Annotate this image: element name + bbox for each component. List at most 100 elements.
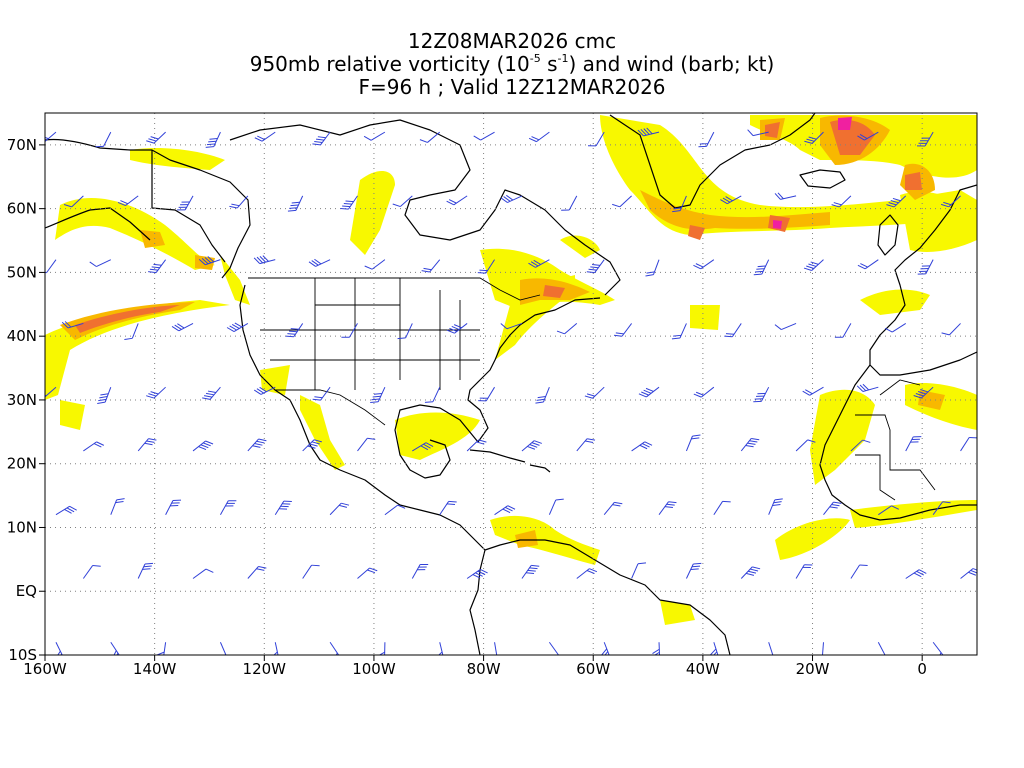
wind-barb <box>857 131 879 141</box>
wind-barb <box>804 131 824 144</box>
us-mexico-border <box>275 389 386 426</box>
lat-tick-label: 10S <box>8 646 37 664</box>
wind-barb <box>490 642 498 655</box>
wind-barb <box>932 641 944 655</box>
wind-barb <box>45 131 57 143</box>
wind-barb <box>137 562 154 579</box>
wind-barb <box>960 436 977 452</box>
wind-barb <box>312 386 331 401</box>
title-line-2: 950mb relative vorticity (10-5 s-1) and … <box>0 53 1024 76</box>
wind-barb <box>341 323 358 338</box>
wind-barbs <box>45 127 977 655</box>
coastlines <box>45 113 977 655</box>
wind-barb <box>137 438 157 452</box>
wind-barb <box>693 259 715 270</box>
wind-barb <box>698 131 715 148</box>
lat-tick-label: EQ <box>16 582 37 600</box>
wind-barb <box>740 437 760 452</box>
wind-barb <box>795 564 813 579</box>
wind-barb <box>95 131 112 148</box>
wind-barb <box>913 386 934 399</box>
wind-barb <box>747 129 769 137</box>
wind-barb <box>478 386 495 402</box>
wind-barb <box>285 323 304 338</box>
lon-tick-label: 0 <box>917 660 927 678</box>
lat-tick-label: 60N <box>7 200 37 218</box>
wind-barb <box>177 195 194 211</box>
lon-tick-label: 100W <box>352 660 396 678</box>
lon-tick-label: 80W <box>467 660 501 678</box>
wind-barb <box>795 439 816 452</box>
lon-tick-label: 60W <box>576 660 610 678</box>
wind-barb <box>253 255 276 265</box>
wind-barb <box>521 564 540 579</box>
wind-barb <box>917 131 934 147</box>
europe-coast <box>869 184 977 376</box>
political-borders <box>248 277 936 501</box>
title-line-2-prefix: 950mb relative vorticity (10 <box>249 52 530 76</box>
lon-tick-label: 120W <box>243 660 287 678</box>
wind-barb <box>312 131 331 146</box>
south-america-coast <box>469 539 731 655</box>
wind-barb <box>556 323 578 335</box>
wind-barb <box>466 568 488 579</box>
wind-barb <box>308 258 331 267</box>
wind-barb <box>146 386 166 399</box>
wind-barb <box>528 259 550 268</box>
wind-barb <box>165 499 182 515</box>
wind-barb <box>834 323 852 338</box>
uk-coast <box>877 214 899 256</box>
wind-barb <box>724 323 742 338</box>
wind-barb <box>603 501 623 516</box>
wind-barb <box>219 500 237 515</box>
caribbean-islands <box>469 449 551 473</box>
wind-barb <box>548 641 560 655</box>
africa-coast <box>819 364 977 521</box>
wind-barb <box>753 386 770 403</box>
wind-barb <box>83 441 105 452</box>
greenland-coast <box>609 113 816 209</box>
wind-barb <box>753 259 770 276</box>
lat-tick-label: 40N <box>7 327 37 345</box>
wind-barb <box>768 642 775 655</box>
wind-barb <box>384 504 406 516</box>
wind-barb <box>774 192 797 200</box>
wind-barb <box>500 194 523 203</box>
title-exponent-2: -1 <box>557 52 569 66</box>
wind-barb <box>364 259 386 270</box>
wind-barb <box>45 386 57 399</box>
us-west-coast <box>239 284 486 551</box>
wind-barb <box>247 566 267 579</box>
wind-barb <box>148 259 167 274</box>
wind-barb <box>61 321 84 329</box>
lat-tick-label: 20N <box>7 455 37 473</box>
wind-barb <box>202 386 221 400</box>
wind-barb <box>500 322 523 330</box>
wind-barb <box>377 642 386 655</box>
wind-barb <box>357 567 378 579</box>
wind-barb <box>768 498 783 515</box>
wind-barb <box>586 259 605 274</box>
wind-barb <box>878 505 900 516</box>
lat-lon-grid <box>45 113 977 655</box>
wind-barb <box>671 323 687 340</box>
canada-arctic-coast <box>229 119 621 296</box>
wind-barb <box>652 642 661 655</box>
wind-barb <box>55 505 77 516</box>
us-canada-border <box>248 277 541 301</box>
wind-barb <box>831 195 852 208</box>
wind-barb <box>329 641 340 655</box>
lon-tick-label: 20W <box>796 660 830 678</box>
wind-barb <box>110 498 125 515</box>
wind-barb <box>397 323 413 340</box>
title-line-2-mid: s <box>540 52 558 76</box>
wind-barb <box>856 383 879 392</box>
wind-barb <box>192 440 214 452</box>
wind-barb <box>713 500 731 515</box>
lon-tick-label: 140W <box>133 660 177 678</box>
wind-barb <box>960 568 977 579</box>
iceland-coast <box>799 169 846 189</box>
wind-barb <box>494 505 516 516</box>
wind-barb <box>411 563 429 579</box>
